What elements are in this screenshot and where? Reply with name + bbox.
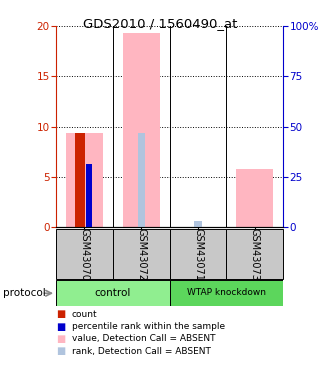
Bar — [138, 133, 145, 227]
Bar — [86, 164, 92, 227]
Text: WTAP knockdown: WTAP knockdown — [187, 288, 266, 297]
Text: GDS2010 / 1560490_at: GDS2010 / 1560490_at — [83, 17, 237, 30]
Text: control: control — [95, 288, 131, 298]
Bar — [75, 133, 85, 227]
Bar — [170, 229, 227, 279]
Text: GSM43071: GSM43071 — [193, 228, 203, 280]
Bar — [56, 280, 170, 306]
Text: value, Detection Call = ABSENT: value, Detection Call = ABSENT — [72, 334, 215, 344]
Text: rank, Detection Call = ABSENT: rank, Detection Call = ABSENT — [72, 347, 211, 356]
Text: count: count — [72, 310, 98, 319]
Bar — [227, 229, 283, 279]
Text: ■: ■ — [56, 334, 65, 344]
Text: GSM43072: GSM43072 — [136, 228, 146, 280]
Text: protocol: protocol — [3, 288, 46, 298]
Bar — [194, 221, 202, 227]
Text: GSM43073: GSM43073 — [250, 228, 260, 280]
Bar — [236, 169, 273, 227]
Bar — [170, 280, 283, 306]
Bar — [66, 133, 103, 227]
Text: ■: ■ — [56, 322, 65, 332]
Text: ■: ■ — [56, 346, 65, 356]
Text: ■: ■ — [56, 309, 65, 319]
Bar — [113, 229, 170, 279]
Text: percentile rank within the sample: percentile rank within the sample — [72, 322, 225, 331]
Bar — [56, 229, 113, 279]
Bar — [123, 33, 160, 227]
Text: GSM43070: GSM43070 — [79, 228, 89, 280]
